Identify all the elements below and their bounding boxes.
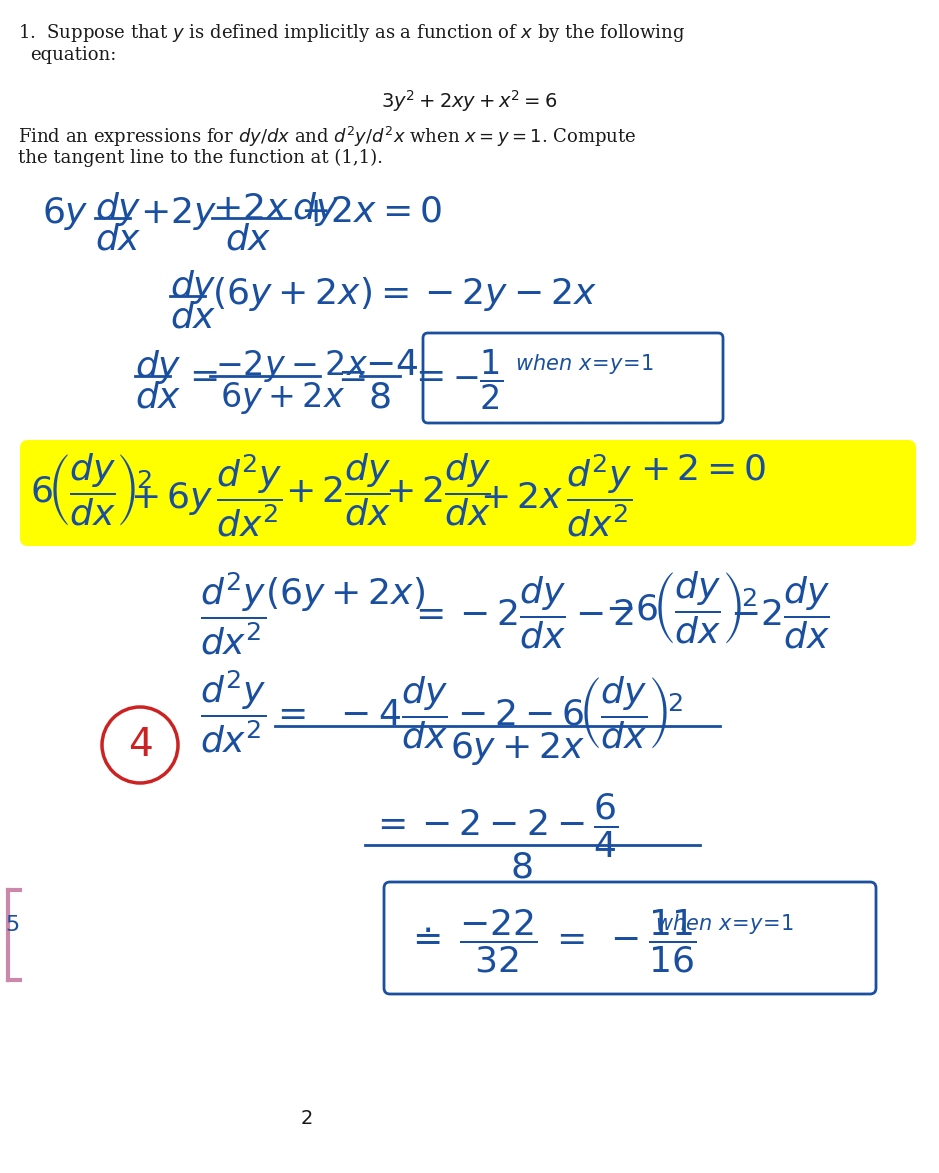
Text: $+ 2y$: $+ 2y$ — [140, 195, 217, 232]
Text: $= -2 - 2 - \dfrac{6}{4}$: $= -2 - 2 - \dfrac{6}{4}$ — [370, 792, 618, 860]
Text: $-2y-2x$: $-2y-2x$ — [215, 348, 368, 384]
Text: $3y^2 + 2xy + x^2 = 6$: $3y^2 + 2xy + x^2 = 6$ — [381, 88, 557, 114]
Text: $2$: $2$ — [300, 1110, 313, 1128]
Text: $-\dfrac{1}{2}$: $-\dfrac{1}{2}$ — [452, 348, 503, 413]
Text: $6y+2x$: $6y+2x$ — [220, 380, 346, 416]
Text: $6\!\left(\dfrac{dy}{dx}\right)^{\!2}$: $6\!\left(\dfrac{dy}{dx}\right)^{\!2}$ — [30, 452, 152, 528]
Text: $+2x\,dy$: $+2x\,dy$ — [212, 190, 339, 228]
Text: when $x\!=\!y\!=\!1$: when $x\!=\!y\!=\!1$ — [515, 352, 654, 377]
Text: $+\,2\dfrac{dy}{dx}$: $+\,2\dfrac{dy}{dx}$ — [285, 452, 391, 528]
Text: $6y$: $6y$ — [42, 195, 89, 232]
Text: $+\,2\dfrac{dy}{dx}$: $+\,2\dfrac{dy}{dx}$ — [385, 452, 491, 528]
Text: Find an expressions for $dy/dx$ and $d^2y/d^2x$ when $x = y = 1$. Compute: Find an expressions for $dy/dx$ and $d^2… — [18, 126, 637, 149]
Text: $dx$: $dx$ — [135, 380, 181, 414]
FancyBboxPatch shape — [423, 333, 723, 423]
Text: $\doteq \;\dfrac{-22}{32} \;=\; -\dfrac{11}{16}$: $\doteq \;\dfrac{-22}{32} \;=\; -\dfrac{… — [405, 908, 696, 975]
Text: $= -2\dfrac{dy}{dx} - 2$: $= -2\dfrac{dy}{dx} - 2$ — [408, 575, 634, 651]
Text: when $x\!=\!y\!=\!1$: when $x\!=\!y\!=\!1$ — [655, 911, 793, 936]
Text: $\dfrac{d^2y}{dx^2}$: $\dfrac{d^2y}{dx^2}$ — [200, 667, 267, 754]
Text: $dy$: $dy$ — [135, 348, 182, 386]
Text: $+\,2x\,\dfrac{d^2y}{dx^2}$: $+\,2x\,\dfrac{d^2y}{dx^2}$ — [480, 452, 633, 538]
Text: $=$: $=$ — [330, 358, 365, 392]
Text: $=$: $=$ — [408, 358, 443, 392]
Text: $6y+2x$: $6y+2x$ — [450, 730, 585, 767]
Text: $= 0$: $= 0$ — [375, 195, 442, 229]
Text: equation:: equation: — [30, 46, 116, 65]
Text: $+\,2 = 0$: $+\,2 = 0$ — [640, 452, 766, 486]
Text: the tangent line to the function at (1,1).: the tangent line to the function at (1,1… — [18, 149, 383, 168]
Text: $8$: $8$ — [510, 850, 532, 884]
Text: $-6\!\left(\dfrac{dy}{dx}\right)^{\!2}$: $-6\!\left(\dfrac{dy}{dx}\right)^{\!2}$ — [605, 570, 757, 646]
Text: $\left(6y+2x\right)$: $\left(6y+2x\right)$ — [265, 575, 425, 613]
Text: $-4$: $-4$ — [365, 348, 418, 382]
Text: $dy$: $dy$ — [170, 267, 217, 306]
Text: $dy$: $dy$ — [95, 190, 142, 228]
Text: $-2\dfrac{dy}{dx}$: $-2\dfrac{dy}{dx}$ — [730, 575, 830, 651]
Text: $\dfrac{d^2y}{dx^2}$: $\dfrac{d^2y}{dx^2}$ — [200, 570, 267, 657]
FancyBboxPatch shape — [384, 882, 876, 994]
FancyBboxPatch shape — [20, 440, 916, 545]
Text: $=$: $=$ — [182, 358, 218, 392]
Text: $dx$: $dx$ — [95, 222, 142, 256]
Text: $+\,6y\,\dfrac{d^2y}{dx^2}$: $+\,6y\,\dfrac{d^2y}{dx^2}$ — [130, 452, 283, 538]
Text: $dx$: $dx$ — [170, 300, 217, 334]
Text: 1.  Suppose that $y$ is defined implicitly as a function of $x$ by the following: 1. Suppose that $y$ is defined implicitl… — [18, 22, 685, 45]
Text: $= \;\; -4\dfrac{dy}{dx} - 2 - 6\!\left(\dfrac{dy}{dx}\right)^{\!2}$: $= \;\; -4\dfrac{dy}{dx} - 2 - 6\!\left(… — [270, 674, 684, 751]
Text: $5$: $5$ — [5, 915, 20, 935]
Text: $\left(6y + 2x\right) = -2y - 2x$: $\left(6y + 2x\right) = -2y - 2x$ — [212, 274, 597, 313]
Text: $dx$: $dx$ — [225, 222, 271, 256]
Text: $4$: $4$ — [128, 726, 152, 764]
Text: $8$: $8$ — [368, 380, 391, 414]
Text: $+ 2x$: $+ 2x$ — [300, 195, 377, 229]
